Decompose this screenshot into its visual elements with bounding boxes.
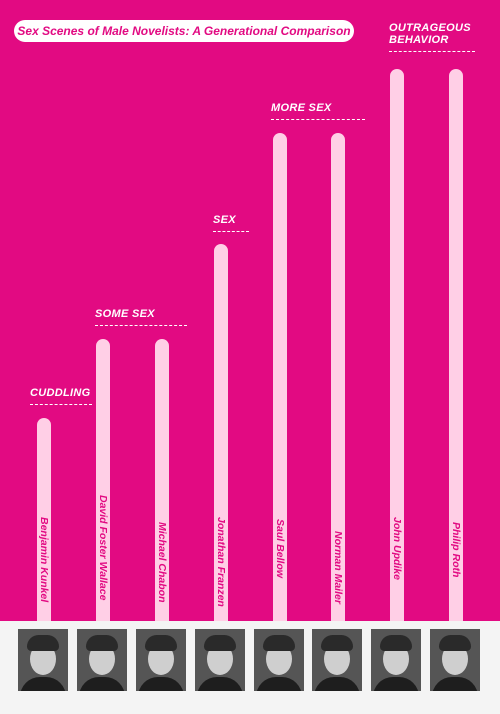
tier-label-some-sex: SOME SEX: [95, 308, 187, 326]
photo-hair: [86, 635, 118, 651]
author-photo: [18, 629, 68, 691]
photo-hair: [145, 635, 177, 651]
bar-philip-roth: [449, 69, 463, 621]
bar-saul-bellow: [273, 133, 287, 621]
chart-title: Sex Scenes of Male Novelists: A Generati…: [14, 20, 354, 42]
tier-label-more-sex: MORE SEX: [271, 102, 365, 120]
author-photo-strip: [0, 621, 500, 714]
bar-michael-chabon: [155, 339, 169, 621]
photo-shoulders: [256, 677, 302, 691]
photo-hair: [263, 635, 295, 651]
photo-shoulders: [373, 677, 419, 691]
photo-shoulders: [20, 677, 66, 691]
author-photo: [254, 629, 304, 691]
bar-norman-mailer: [331, 133, 345, 621]
category-label: Philip Roth: [450, 522, 462, 578]
photo-hair: [321, 635, 353, 651]
photo-hair: [27, 635, 59, 651]
category-label: Benjamin Kunkel: [38, 517, 50, 603]
photo-hair: [439, 635, 471, 651]
category-label: Michael Chabon: [156, 522, 168, 603]
bar-benjamin-kunkel: [37, 418, 51, 621]
author-photo: [136, 629, 186, 691]
photo-shoulders: [197, 677, 243, 691]
category-label: Jonathan Franzen: [215, 517, 227, 607]
photo-shoulders: [138, 677, 184, 691]
tier-label-cuddling: CUDDLING: [30, 387, 92, 405]
tier-label-sex: SEX: [213, 214, 249, 232]
bar-john-updike: [390, 69, 404, 621]
photo-hair: [204, 635, 236, 651]
photo-hair: [380, 635, 412, 651]
author-photo: [195, 629, 245, 691]
category-label: Norman Mailer: [332, 531, 344, 604]
photo-shoulders: [314, 677, 360, 691]
category-label: Saul Bellow: [274, 519, 286, 578]
author-photo: [430, 629, 480, 691]
photo-shoulders: [79, 677, 125, 691]
bar-jonathan-franzen: [214, 244, 228, 621]
author-photo: [77, 629, 127, 691]
category-label: John Updike: [391, 517, 403, 581]
photo-shoulders: [432, 677, 478, 691]
author-photo: [371, 629, 421, 691]
tier-label-outrageous-behavior: OUTRAGEOUS BEHAVIOR: [389, 22, 475, 52]
author-photo: [312, 629, 362, 691]
bar-david-foster-wallace: [96, 339, 110, 621]
category-label: David Foster Wallace: [97, 495, 109, 601]
